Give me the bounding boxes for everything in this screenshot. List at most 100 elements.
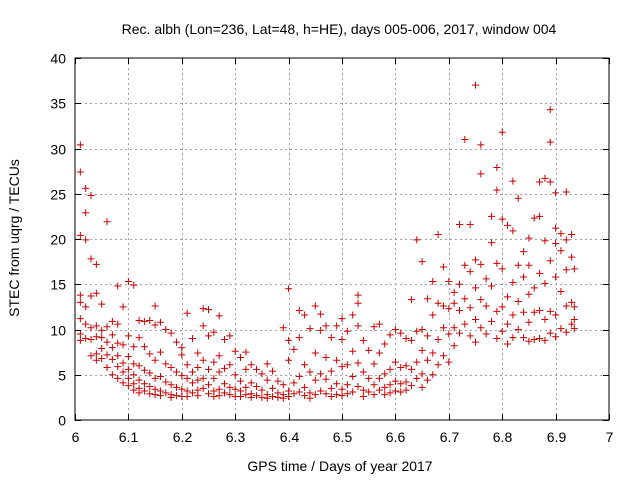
- data-point: [76, 298, 84, 306]
- data-point: [322, 354, 330, 362]
- data-point: [498, 327, 506, 335]
- data-point: [381, 370, 389, 378]
- data-point: [472, 316, 479, 324]
- data-point: [455, 280, 463, 288]
- data-point: [311, 391, 319, 399]
- data-point: [504, 320, 512, 328]
- data-point: [140, 387, 148, 395]
- data-point: [98, 354, 106, 362]
- data-point: [98, 334, 106, 342]
- data-point: [130, 380, 138, 388]
- data-point: [541, 237, 549, 245]
- data-point: [279, 381, 287, 389]
- data-point: [114, 352, 122, 360]
- data-point: [530, 214, 538, 222]
- data-point: [381, 383, 389, 391]
- data-point: [87, 255, 95, 263]
- data-point: [82, 335, 90, 343]
- x-tick-label: 6.7: [440, 429, 460, 445]
- data-point: [82, 236, 90, 244]
- data-point: [194, 392, 202, 400]
- data-point: [76, 330, 84, 338]
- data-point: [439, 324, 447, 332]
- data-point: [391, 358, 399, 366]
- data-points: [76, 81, 578, 402]
- data-point: [311, 349, 319, 357]
- data-point: [439, 352, 447, 360]
- data-point: [156, 318, 164, 326]
- data-point: [439, 302, 447, 310]
- data-point: [108, 344, 116, 352]
- data-point: [82, 184, 90, 192]
- y-tick-label: 5: [58, 368, 66, 384]
- data-point: [482, 275, 490, 283]
- data-point: [263, 360, 271, 368]
- data-point: [461, 320, 469, 328]
- data-point: [381, 391, 389, 399]
- data-point: [552, 189, 560, 197]
- data-point: [306, 325, 314, 333]
- data-point: [226, 383, 234, 391]
- data-point: [199, 384, 207, 392]
- data-point: [359, 368, 367, 376]
- data-point: [76, 336, 84, 344]
- data-point: [98, 345, 106, 353]
- data-point: [407, 336, 415, 344]
- data-point: [541, 174, 549, 182]
- data-point: [536, 212, 544, 220]
- data-point: [349, 388, 357, 396]
- data-point: [87, 292, 95, 300]
- data-point: [504, 340, 512, 348]
- data-point: [301, 361, 309, 369]
- data-point: [514, 297, 522, 305]
- data-point: [386, 331, 394, 339]
- data-point: [525, 290, 533, 298]
- data-point: [114, 363, 122, 371]
- data-point: [413, 327, 421, 335]
- x-tick-label: 6.4: [280, 429, 300, 445]
- data-point: [509, 334, 517, 342]
- data-point: [108, 331, 116, 339]
- data-point: [514, 194, 522, 202]
- data-point: [311, 376, 319, 384]
- data-point: [488, 239, 496, 247]
- data-point: [552, 311, 560, 319]
- data-point: [146, 316, 154, 324]
- data-point: [359, 392, 367, 400]
- data-point: [205, 306, 212, 314]
- data-point: [370, 323, 378, 331]
- data-point: [381, 340, 389, 348]
- data-point: [205, 390, 212, 398]
- data-point: [568, 298, 576, 306]
- data-point: [183, 309, 191, 317]
- data-point: [445, 330, 453, 338]
- data-point: [498, 303, 506, 311]
- data-point: [285, 285, 293, 293]
- data-point: [536, 269, 544, 277]
- y-tick-label: 20: [50, 232, 66, 248]
- data-point: [461, 261, 469, 269]
- data-point: [488, 317, 496, 325]
- data-point: [333, 380, 341, 388]
- data-point: [402, 386, 410, 394]
- data-point: [247, 393, 255, 401]
- data-point: [493, 186, 501, 194]
- data-point: [525, 318, 533, 326]
- data-point: [258, 370, 266, 378]
- data-point: [327, 384, 335, 392]
- data-point: [199, 322, 207, 330]
- data-point: [322, 390, 330, 398]
- data-point: [536, 178, 544, 186]
- data-point: [215, 368, 223, 376]
- data-point: [178, 385, 186, 393]
- data-point: [391, 387, 399, 395]
- data-point: [119, 379, 127, 387]
- data-point: [103, 323, 111, 331]
- data-point: [172, 383, 180, 391]
- x-tick-label: 6.1: [119, 429, 139, 445]
- data-point: [205, 332, 212, 340]
- data-point: [407, 365, 415, 373]
- data-point: [472, 256, 479, 264]
- data-point: [354, 383, 362, 391]
- data-point: [317, 370, 325, 378]
